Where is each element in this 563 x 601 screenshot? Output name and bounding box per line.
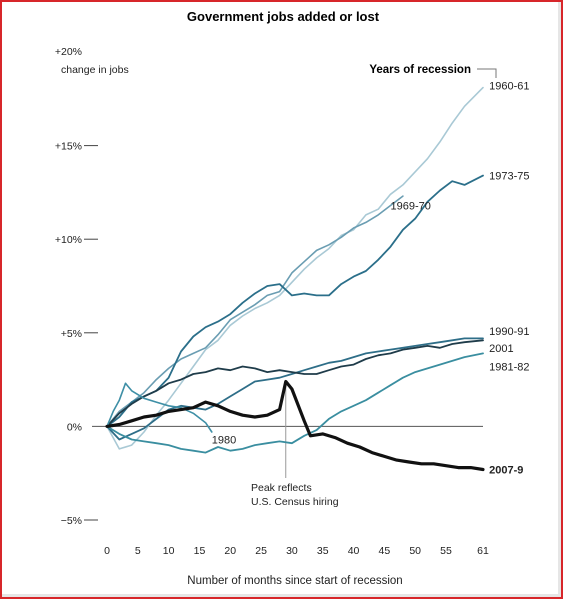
x-tick-label: 15 bbox=[194, 545, 206, 557]
y-tick-label: −5% bbox=[61, 515, 82, 527]
series-label-1960-61: 1960-61 bbox=[489, 81, 529, 93]
x-axis-label: Number of months since start of recessio… bbox=[187, 575, 402, 587]
y-tick-label: +15% bbox=[55, 141, 82, 153]
series-label-2007-9: 2007-9 bbox=[489, 464, 523, 476]
x-tick-label: 61 bbox=[477, 545, 489, 557]
series-line-2007-9 bbox=[105, 379, 485, 472]
x-tick-label: 20 bbox=[224, 545, 236, 557]
x-tick-label: 35 bbox=[317, 545, 329, 557]
series-line-1973-75 bbox=[106, 174, 484, 428]
series-line-1990-91 bbox=[106, 337, 484, 441]
x-tick-label: 50 bbox=[409, 545, 421, 557]
legend-title-bracket bbox=[477, 68, 497, 78]
x-tick-label: 30 bbox=[286, 545, 298, 557]
y-tick-label: 0% bbox=[67, 421, 82, 433]
series-lines bbox=[105, 86, 485, 472]
x-tick-label: 10 bbox=[163, 545, 175, 557]
y-tick-labels: +20% +15% +10% +5% 0% −5% bbox=[55, 46, 82, 527]
legend-title-group: Years of recession bbox=[369, 64, 497, 78]
y-tick-label: +10% bbox=[55, 234, 82, 246]
gridlines bbox=[84, 145, 483, 521]
series-label-2001: 2001 bbox=[489, 343, 513, 355]
x-tick-label: 55 bbox=[440, 545, 452, 557]
series-label-1973-75: 1973-75 bbox=[489, 171, 529, 183]
series-line-1980 bbox=[106, 382, 213, 433]
chart-title: Government jobs added or lost bbox=[187, 9, 380, 24]
x-tick-label: 25 bbox=[255, 545, 267, 557]
census-annotation: Peak reflects U.S. Census hiring bbox=[251, 381, 339, 508]
series-labels: 1960-61 1969-70 1973-75 1990-91 2001 1981-82 1… bbox=[212, 81, 530, 477]
annotation-text-line-2: U.S. Census hiring bbox=[251, 496, 339, 508]
series-label-1969-70: 1969-70 bbox=[391, 201, 431, 213]
y-tick-label: +5% bbox=[61, 328, 82, 340]
series-label-1981-82: 1981-82 bbox=[489, 361, 529, 373]
y-tick-label: +20% bbox=[55, 46, 82, 58]
legend-title: Years of recession bbox=[369, 64, 471, 76]
series-line-1969-70 bbox=[106, 195, 404, 428]
x-tick-label: 0 bbox=[104, 545, 110, 557]
x-tick-labels: 0 5 10 15 20 25 30 35 40 45 50 55 61 bbox=[104, 545, 489, 557]
series-line-1960-61 bbox=[106, 86, 484, 450]
x-tick-label: 45 bbox=[379, 545, 391, 557]
y-axis-label: change in jobs bbox=[61, 64, 129, 76]
series-label-1980: 1980 bbox=[212, 435, 236, 447]
x-tick-label: 5 bbox=[135, 545, 141, 557]
series-line-2001 bbox=[106, 339, 484, 428]
series-line-1981-82 bbox=[106, 352, 484, 454]
annotation-text-line-1: Peak reflects bbox=[251, 482, 312, 494]
series-label-1990-91: 1990-91 bbox=[489, 326, 529, 338]
x-tick-label: 40 bbox=[348, 545, 360, 557]
